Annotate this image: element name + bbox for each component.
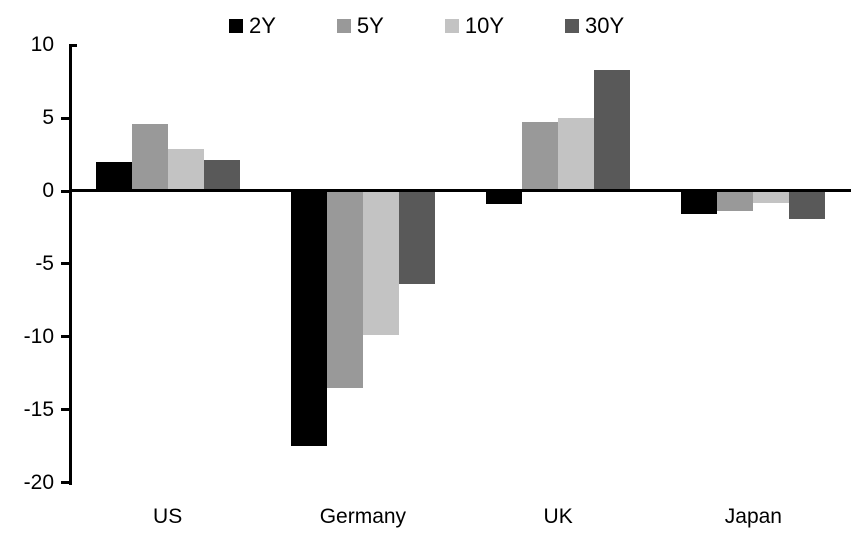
bar-uk-10y (558, 118, 595, 191)
category-label-japan: Japan (724, 505, 782, 528)
legend-label: 2Y (249, 13, 276, 38)
legend-item-10y: 10Y (444, 13, 504, 39)
bar-uk-2y (486, 191, 523, 205)
y-axis-top-cap (69, 43, 77, 47)
bar-us-2y (95, 161, 132, 191)
bar-germany-5y (326, 191, 363, 388)
bar-germany-30y (398, 191, 435, 285)
legend-item-2y: 2Y (229, 13, 276, 39)
y-tick-mark (61, 335, 70, 339)
chart-legend: 2Y 5Y 10Y 30Y (229, 13, 624, 39)
category-label-us: US (153, 505, 183, 528)
legend-swatch-icon (565, 19, 579, 33)
bar-germany-2y (290, 191, 327, 447)
y-tick-mark (61, 189, 70, 193)
bar-uk-30y (594, 70, 631, 191)
bar-japan-10y (753, 191, 790, 203)
category-label-germany: Germany (319, 505, 407, 528)
legend-item-30y: 30Y (565, 13, 624, 39)
bar-japan-30y (789, 191, 826, 219)
y-tick-label: 5 (42, 106, 54, 130)
bar-japan-5y (717, 191, 754, 212)
bar-us-10y (167, 148, 204, 191)
y-tick-label: -20 (23, 470, 54, 494)
bar-germany-10y (362, 191, 399, 336)
y-tick-mark (61, 262, 70, 266)
y-tick-label: -5 (35, 251, 54, 275)
y-tick-label: -15 (23, 397, 54, 421)
y-axis-line (69, 44, 72, 485)
bar-us-5y (131, 123, 168, 191)
bar-us-30y (203, 160, 240, 191)
y-tick-label: 0 (42, 179, 54, 202)
legend-swatch-icon (229, 19, 243, 33)
legend-swatch-icon (444, 19, 459, 33)
legend-item-5y: 5Y (336, 13, 384, 39)
y-tick-mark (61, 116, 70, 120)
legend-label: 10Y (464, 13, 504, 38)
legend-label: 30Y (585, 13, 625, 38)
y-tick-mark (61, 408, 70, 412)
y-tick-label: 10 (30, 33, 54, 57)
y-tick-label: -10 (23, 324, 54, 348)
bar-japan-2y (681, 191, 718, 215)
legend-swatch-icon (336, 19, 351, 33)
bar-uk-5y (522, 122, 559, 191)
legend-label: 5Y (356, 13, 384, 38)
y-tick-mark (61, 481, 70, 484)
category-label-uk: UK (543, 505, 573, 528)
x-axis-zero-line (69, 189, 851, 192)
